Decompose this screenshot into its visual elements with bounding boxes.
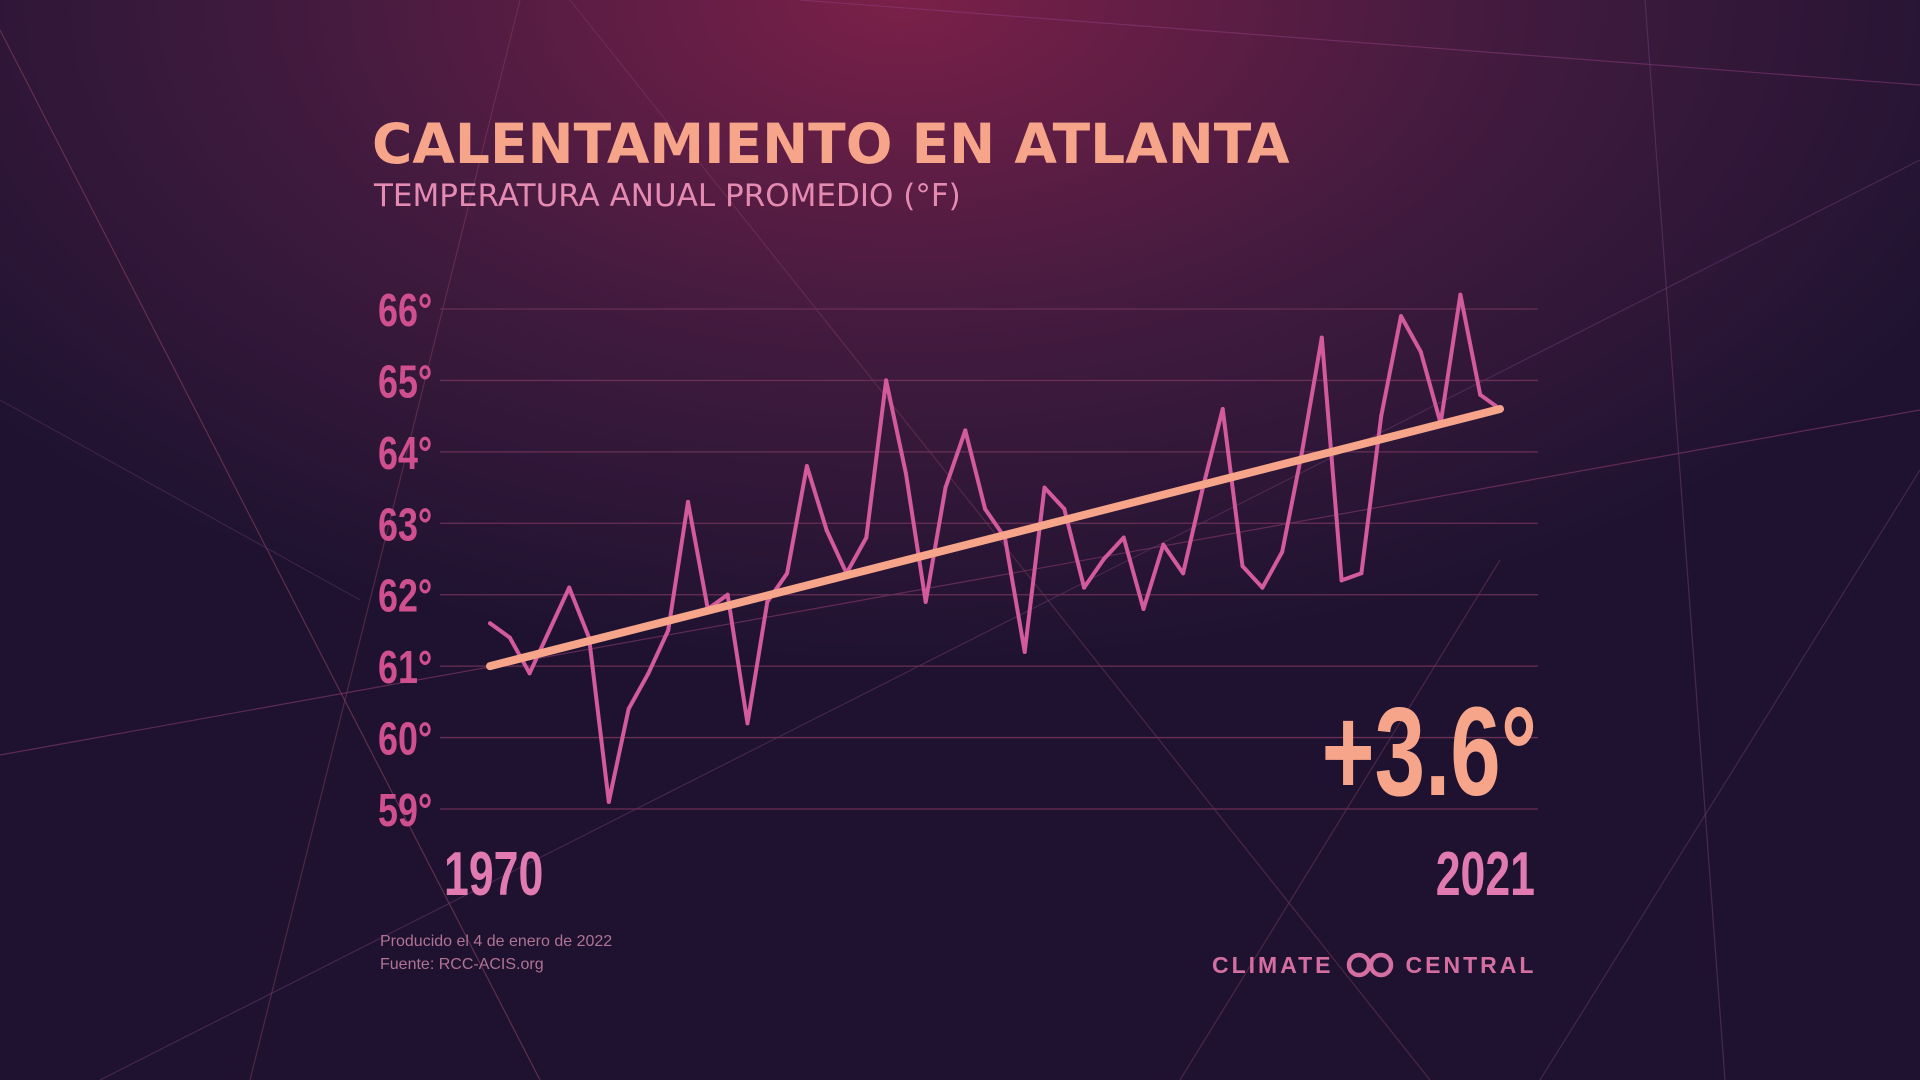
data-point <box>1121 535 1126 540</box>
y-tick-label: 66° <box>378 285 432 336</box>
data-point <box>765 599 770 604</box>
chart-series <box>486 292 1504 804</box>
data-point <box>1082 585 1087 590</box>
data-point <box>1398 314 1403 319</box>
y-tick-label: 61° <box>378 642 432 693</box>
page-title: CALENTAMIENTO EN ATLANTA <box>372 112 1290 176</box>
y-tick-label: 59° <box>378 785 432 836</box>
x-axis: 1970 2021 <box>444 840 1535 909</box>
data-point <box>606 799 611 804</box>
data-point <box>1220 407 1225 411</box>
x-tick-label: 1970 <box>444 840 543 909</box>
data-point <box>1458 292 1463 297</box>
produced-date: Producido el 4 de enero de 2022 <box>380 933 613 950</box>
data-point <box>1240 564 1245 569</box>
trend-line <box>486 405 1504 671</box>
brand-left: CLIMATE <box>1212 951 1334 978</box>
data-point <box>1141 607 1146 611</box>
page-subtitle: TEMPERATURA ANUAL PROMEDIO (°F) <box>374 178 961 214</box>
data-point <box>785 571 790 576</box>
data-point <box>666 628 671 633</box>
data-point <box>1022 649 1027 654</box>
y-tick-label: 60° <box>378 713 432 764</box>
y-tick-label: 64° <box>378 428 432 479</box>
y-tick-label: 63° <box>378 499 432 550</box>
y-tick-label: 65° <box>378 356 432 407</box>
data-point <box>725 592 730 597</box>
data-point <box>983 507 988 511</box>
data-point <box>804 464 809 469</box>
data-point <box>824 528 829 533</box>
warming-annotation: +3.6° <box>1322 683 1537 823</box>
data-point <box>1379 414 1384 419</box>
data-point <box>1280 549 1285 554</box>
data-point <box>567 585 572 590</box>
data-point <box>943 485 948 490</box>
data-point <box>963 428 968 433</box>
data-point <box>1319 335 1324 340</box>
x-tick-label: 2021 <box>1436 840 1535 909</box>
data-point <box>507 635 512 640</box>
data-point <box>745 721 750 726</box>
data-point <box>923 599 928 604</box>
y-axis: 59° 60° 61° 62° 63° 64° 65° 66° <box>378 285 432 836</box>
y-tick-label: 62° <box>378 570 432 621</box>
data-point <box>1359 571 1364 576</box>
infinity-loop-icon <box>1346 952 1393 978</box>
data-point <box>1042 485 1047 490</box>
brand-right: CENTRAL <box>1405 951 1537 978</box>
temperature-line <box>488 292 1502 804</box>
data-point <box>864 535 869 540</box>
data-point <box>547 628 552 633</box>
data-point <box>1161 542 1166 547</box>
data-point <box>884 378 889 383</box>
data-point <box>1339 578 1344 583</box>
data-point <box>1478 392 1483 397</box>
data-point <box>1299 449 1304 454</box>
data-point <box>903 471 908 476</box>
data-point <box>626 707 631 711</box>
data-point <box>1418 349 1423 354</box>
data-point <box>1101 557 1106 561</box>
data-point <box>1181 571 1186 576</box>
climate-central-logo: CLIMATE CENTRAL <box>1212 950 1536 980</box>
data-point <box>1062 507 1067 511</box>
data-source: Fuente: RCC-ACIS.org <box>380 956 544 973</box>
data-point <box>488 621 492 626</box>
data-point <box>527 671 532 676</box>
data-point <box>1260 585 1265 590</box>
chart-grid <box>440 308 1538 810</box>
data-point <box>686 499 691 504</box>
data-point <box>646 671 651 676</box>
